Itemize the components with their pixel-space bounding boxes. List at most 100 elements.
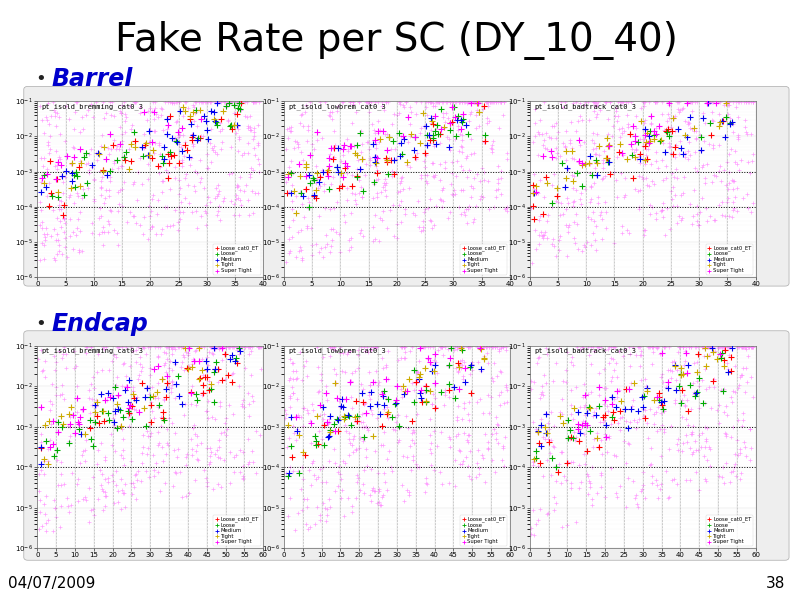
Point: [676, 385, 688, 395]
Point: [450, 342, 463, 352]
Point: [212, 452, 224, 462]
Point: [109, 480, 122, 489]
Point: [365, 342, 377, 352]
Point: [492, 421, 504, 430]
Point: [306, 173, 319, 183]
Point: [672, 97, 684, 107]
Point: [44, 144, 56, 154]
Point: [458, 378, 471, 387]
Point: [680, 98, 693, 108]
Point: [159, 384, 172, 394]
Point: [669, 375, 682, 385]
Point: [293, 246, 305, 256]
Point: [668, 356, 680, 366]
Point: [566, 146, 579, 156]
Point: [527, 455, 540, 464]
Point: [418, 380, 431, 390]
Point: [201, 97, 214, 107]
Point: [206, 342, 219, 352]
Point: [92, 445, 105, 454]
Point: [209, 364, 222, 373]
Point: [610, 103, 623, 113]
Point: [243, 122, 256, 132]
Point: [455, 361, 468, 370]
Point: [675, 370, 688, 380]
Point: [188, 181, 201, 191]
Point: [703, 443, 715, 452]
Point: [182, 181, 194, 190]
Point: [464, 369, 477, 378]
Point: [40, 113, 53, 122]
Point: [205, 106, 217, 116]
Point: [74, 459, 86, 468]
Point: [377, 182, 389, 191]
Point: [453, 147, 465, 156]
Point: [745, 342, 758, 352]
Point: [470, 458, 483, 468]
Point: [615, 148, 628, 158]
Point: [300, 159, 312, 169]
Point: [399, 353, 412, 362]
Point: [362, 425, 374, 434]
Point: [320, 381, 332, 390]
Point: [442, 344, 454, 354]
Point: [455, 415, 468, 424]
Point: [193, 342, 205, 352]
Point: [726, 197, 739, 207]
Point: [234, 200, 247, 210]
Point: [616, 128, 629, 138]
Point: [362, 107, 375, 117]
Point: [725, 343, 737, 352]
Point: [634, 154, 646, 164]
Text: 04/07/2009: 04/07/2009: [8, 576, 95, 591]
Point: [686, 97, 699, 107]
Point: [167, 98, 180, 108]
Point: [301, 224, 313, 233]
Point: [619, 384, 632, 394]
Point: [346, 403, 358, 413]
Point: [607, 342, 619, 352]
Point: [98, 344, 110, 353]
Point: [336, 402, 349, 412]
Point: [534, 504, 546, 514]
Point: [328, 346, 341, 355]
Point: [210, 357, 223, 367]
Point: [209, 364, 221, 374]
Point: [228, 108, 240, 117]
Point: [300, 519, 312, 529]
Point: [465, 193, 477, 202]
Point: [550, 153, 562, 162]
Point: [590, 157, 603, 166]
Point: [465, 358, 478, 367]
Point: [579, 460, 592, 469]
Point: [527, 188, 540, 198]
Point: [326, 235, 339, 245]
Point: [540, 429, 553, 438]
Point: [155, 103, 167, 113]
Point: [421, 342, 434, 352]
Point: [354, 225, 367, 235]
Point: [68, 108, 81, 117]
Point: [237, 471, 250, 481]
Point: [279, 145, 292, 154]
Point: [83, 408, 96, 417]
Point: [712, 343, 725, 353]
Point: [48, 495, 60, 504]
Point: [183, 342, 196, 352]
Point: [293, 412, 305, 421]
Point: [371, 126, 384, 136]
Point: [406, 455, 419, 464]
Point: [282, 188, 295, 197]
Point: [373, 498, 385, 507]
Point: [588, 97, 600, 107]
Point: [423, 131, 435, 140]
Point: [324, 241, 337, 251]
Point: [566, 352, 579, 362]
Point: [33, 197, 46, 207]
Point: [71, 188, 83, 197]
Point: [654, 398, 667, 407]
Point: [342, 493, 354, 503]
Point: [431, 441, 443, 451]
Point: [591, 488, 603, 498]
Point: [731, 415, 744, 425]
